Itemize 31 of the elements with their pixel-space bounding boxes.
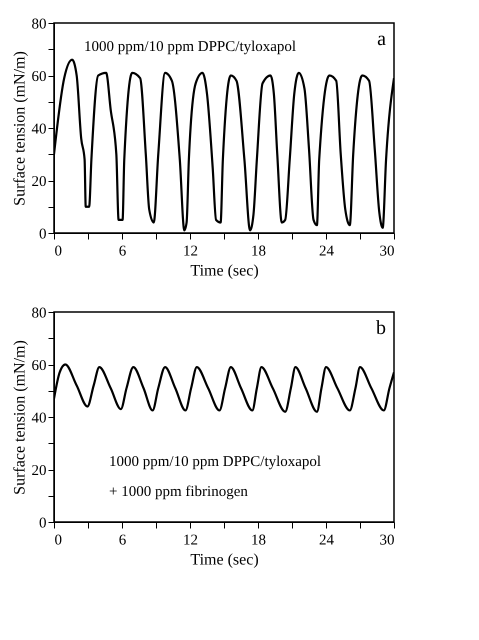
- x-tick-label: 12: [183, 244, 198, 260]
- y-tick-label: 0: [39, 226, 46, 242]
- x-axis-title: Time (sec): [190, 262, 259, 280]
- y-tick-label: 80: [32, 306, 46, 322]
- x-tick-label: 30: [380, 244, 394, 260]
- y-tick-label: 40: [32, 122, 46, 138]
- y-tick-label: 0: [39, 516, 46, 532]
- x-tick-label: 6: [118, 532, 127, 548]
- x-tick-label: 12: [183, 532, 198, 548]
- x-axis-title: Time (sec): [190, 552, 259, 568]
- x-tick-label: 6: [118, 244, 127, 260]
- y-tick-label: 80: [32, 16, 46, 32]
- y-tick-label: 20: [32, 174, 46, 190]
- y-tick-label: 40: [32, 410, 46, 426]
- x-tick-label: 18: [251, 244, 266, 260]
- x-tick-label: 0: [54, 532, 62, 548]
- y-tick-label: 60: [32, 358, 46, 374]
- annotation: b: [376, 317, 386, 339]
- annotation: 1000 ppm/10 ppm DPPC/tyloxapol: [109, 454, 322, 470]
- annotation: + 1000 ppm fibrinogen: [109, 484, 248, 500]
- y-axis-title: Surface tension (mN/m): [12, 340, 28, 495]
- x-tick-label: 30: [380, 532, 394, 548]
- x-tick-label: 0: [54, 244, 62, 260]
- y-axis-title: Surface tension (mN/m): [12, 51, 28, 206]
- annotation: a: [377, 28, 386, 50]
- y-tick-label: 20: [32, 463, 46, 479]
- x-tick-label: 24: [319, 532, 334, 548]
- x-tick-label: 24: [319, 244, 334, 260]
- y-tick-label: 60: [32, 69, 46, 85]
- x-tick-label: 18: [251, 532, 266, 548]
- annotation: 1000 ppm/10 ppm DPPC/tyloxapol: [84, 39, 296, 55]
